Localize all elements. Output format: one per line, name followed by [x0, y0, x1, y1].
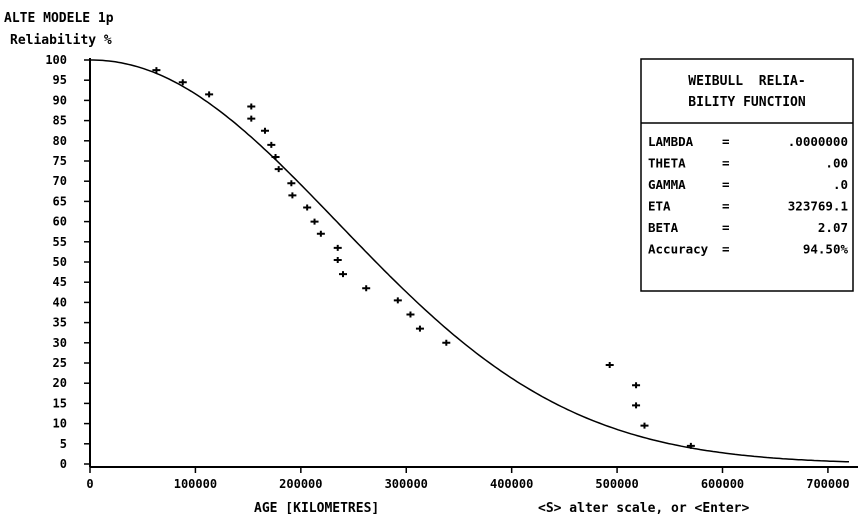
y-tick-label: 20	[53, 376, 67, 390]
param-value: 323769.1	[788, 199, 848, 214]
data-point-marker	[303, 204, 312, 211]
y-tick-label: 80	[53, 134, 67, 148]
y-tick-label: 50	[53, 255, 67, 269]
data-points	[152, 67, 695, 449]
scale-prompt: <S> alter scale, or <Enter>	[538, 501, 749, 516]
data-point-marker	[632, 382, 641, 389]
y-tick-label: 30	[53, 336, 67, 350]
data-point-marker	[339, 271, 347, 278]
y-tick-label: 5	[60, 437, 67, 451]
param-name: GAMMA	[648, 177, 686, 192]
data-point-marker	[316, 230, 325, 237]
param-name: LAMBDA	[648, 134, 694, 149]
y-tick-label: 100	[45, 53, 67, 67]
data-point-marker	[310, 218, 319, 225]
x-axis-label: AGE [KILOMETRES]	[254, 501, 379, 516]
param-name: ETA	[648, 199, 671, 214]
y-axis-label: Reliability %	[10, 33, 112, 48]
param-value: 94.50%	[803, 242, 849, 257]
data-point-marker	[632, 402, 641, 409]
y-tick-label: 10	[53, 417, 67, 431]
y-tick-label: 85	[53, 114, 67, 128]
x-tick-label: 0	[86, 477, 93, 491]
y-tick-label: 0	[60, 457, 67, 471]
y-ticks: 0 5 10 15 20 25 30 35 40 45 50 55 60 65 70 75 80 85 90 95 10…	[45, 53, 90, 471]
data-point-marker	[152, 67, 161, 74]
param-equals: =	[722, 134, 730, 149]
chart-title: ALTE MODELE 1p	[4, 11, 114, 26]
data-point-marker	[393, 297, 402, 304]
y-tick-label: 55	[53, 235, 67, 249]
param-name: THETA	[648, 156, 686, 171]
parameter-rows: LAMBDA = .0000000 THETA = .00 GAMMA = .0 ETA = 3237…	[648, 134, 848, 257]
x-ticks: 0 100000 200000 300000 400000 500000 600000 700…	[86, 467, 850, 491]
param-name: BETA	[648, 220, 679, 235]
param-value: 2.07	[818, 220, 848, 235]
x-tick-label: 300000	[385, 477, 428, 491]
param-value: .0000000	[788, 134, 848, 149]
data-point-marker	[605, 362, 614, 369]
y-tick-label: 65	[53, 194, 67, 208]
data-point-marker	[267, 141, 276, 148]
data-point-marker	[274, 166, 283, 173]
param-equals: =	[722, 199, 730, 214]
data-point-marker	[247, 115, 256, 122]
data-point-marker	[640, 422, 649, 429]
data-point-marker	[333, 256, 342, 263]
param-equals: =	[722, 242, 730, 257]
param-value: .0	[833, 177, 848, 192]
x-tick-label: 400000	[490, 477, 533, 491]
parameter-box: WEIBULL RELIA- BILITY FUNCTION LAMBDA = .0…	[640, 58, 854, 292]
data-point-marker	[406, 311, 415, 318]
data-point-marker	[686, 442, 695, 449]
data-point-marker	[333, 244, 342, 251]
param-name: Accuracy	[648, 242, 709, 257]
x-tick-label: 700000	[806, 477, 849, 491]
y-tick-label: 25	[53, 356, 67, 370]
data-point-marker	[288, 192, 297, 199]
x-tick-label: 500000	[595, 477, 638, 491]
y-tick-label: 60	[53, 215, 67, 229]
param-value: .00	[825, 156, 848, 171]
weibull-fit-curve	[90, 59, 850, 463]
x-tick-label: 600000	[701, 477, 744, 491]
data-point-marker	[271, 153, 280, 160]
y-tick-label: 90	[53, 93, 67, 107]
data-point-marker	[287, 180, 296, 187]
parameter-box-title-line2: BILITY FUNCTION	[688, 95, 806, 110]
y-tick-label: 40	[53, 295, 67, 309]
y-tick-label: 95	[53, 73, 67, 87]
data-point-marker	[247, 103, 256, 110]
data-point-marker	[415, 325, 424, 332]
y-tick-label: 75	[53, 154, 67, 168]
param-equals: =	[722, 156, 730, 171]
y-tick-label: 15	[53, 396, 67, 410]
data-point-marker	[362, 285, 371, 292]
data-point-marker	[260, 127, 269, 134]
y-tick-label: 35	[53, 316, 67, 330]
y-tick-label: 45	[53, 275, 67, 289]
x-tick-label: 200000	[279, 477, 322, 491]
data-point-marker	[178, 79, 187, 86]
x-tick-label: 100000	[174, 477, 217, 491]
y-tick-label: 70	[53, 174, 67, 188]
param-equals: =	[722, 220, 730, 235]
parameter-box-frame	[640, 58, 854, 292]
parameter-box-title-line1: WEIBULL RELIA-	[688, 74, 805, 89]
data-point-marker	[442, 339, 451, 346]
param-equals: =	[722, 177, 730, 192]
data-point-marker	[205, 91, 214, 98]
